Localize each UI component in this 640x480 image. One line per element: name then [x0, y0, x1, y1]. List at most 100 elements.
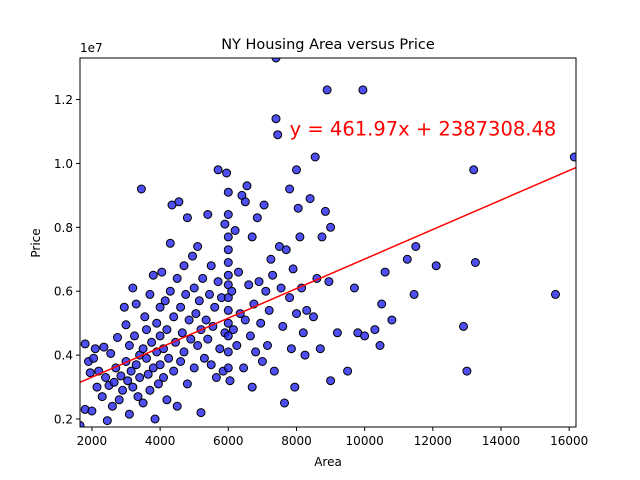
data-point — [293, 203, 303, 213]
data-point — [242, 181, 252, 191]
data-point — [179, 347, 189, 357]
data-point — [114, 395, 124, 405]
regression-equation: y = 461.97x + 2387308.48 — [290, 117, 557, 140]
data-point — [162, 395, 172, 405]
data-point — [222, 168, 232, 178]
data-point — [210, 302, 220, 312]
data-point — [462, 366, 472, 376]
data-point — [140, 312, 150, 322]
data-point — [131, 299, 141, 309]
data-point — [286, 344, 296, 354]
data-point — [264, 305, 274, 315]
data-point — [271, 114, 281, 124]
data-point — [360, 331, 370, 341]
data-point — [160, 296, 170, 306]
data-point — [138, 398, 148, 408]
data-point — [309, 312, 318, 322]
data-point — [145, 289, 155, 299]
y-tick-label: 0.8 — [54, 221, 73, 235]
data-point — [124, 409, 134, 419]
data-point — [198, 273, 208, 283]
data-point — [240, 197, 250, 207]
plot-frame — [79, 57, 577, 428]
data-point — [411, 242, 421, 251]
data-point — [223, 331, 233, 341]
data-point — [176, 357, 186, 366]
data-point — [176, 302, 186, 312]
data-point — [123, 376, 133, 386]
x-tick-label: 2000 — [77, 434, 108, 448]
data-point — [189, 283, 199, 293]
data-point — [113, 333, 122, 342]
x-tick-label: 6000 — [213, 434, 244, 448]
data-point — [193, 242, 203, 251]
data-point — [205, 289, 214, 299]
data-point — [107, 401, 117, 411]
data-point — [469, 165, 479, 175]
data-point — [244, 280, 254, 290]
data-point — [268, 270, 278, 280]
data-point — [223, 187, 233, 197]
x-tick-label: 12000 — [414, 434, 452, 448]
data-point — [85, 368, 95, 378]
data-point — [292, 309, 301, 319]
data-point — [239, 363, 249, 373]
data-point — [409, 289, 419, 299]
data-point — [358, 85, 368, 95]
scatter-points — [80, 58, 576, 427]
data-point — [152, 318, 162, 328]
data-point — [89, 353, 99, 363]
data-point — [310, 152, 320, 162]
data-point — [165, 286, 175, 296]
data-point — [172, 273, 182, 283]
data-point — [99, 342, 109, 352]
data-point — [155, 360, 165, 370]
data-point — [295, 232, 305, 242]
x-axis-label: Area — [314, 455, 342, 469]
y-tick-label: 1.0 — [54, 157, 73, 171]
data-point — [109, 377, 119, 387]
data-point — [194, 296, 204, 306]
data-point — [459, 321, 468, 331]
x-tick-label: 14000 — [482, 434, 520, 448]
data-point — [431, 261, 441, 271]
data-point — [148, 270, 158, 280]
data-point — [121, 320, 131, 330]
data-point — [240, 315, 250, 325]
data-point — [228, 325, 238, 335]
chart-title: NY Housing Area versus Price — [221, 37, 435, 53]
data-point — [263, 341, 272, 350]
data-point — [181, 289, 191, 299]
data-point — [317, 232, 327, 242]
data-point — [230, 226, 240, 235]
data-point — [130, 331, 139, 341]
data-point — [292, 165, 301, 175]
data-point — [135, 373, 145, 382]
y-axis-label: Price — [29, 228, 43, 257]
data-point — [90, 344, 100, 354]
data-point — [169, 366, 179, 376]
x-tick-label: 16000 — [550, 434, 588, 448]
data-point — [326, 222, 336, 232]
data-point — [182, 213, 192, 223]
data-point — [138, 344, 148, 354]
data-point — [193, 341, 203, 350]
x-tick-label: 10000 — [346, 434, 384, 448]
data-point — [153, 379, 163, 389]
data-point — [80, 339, 90, 349]
data-point — [298, 328, 308, 338]
data-point — [143, 369, 153, 379]
data-point — [128, 382, 138, 392]
data-point — [288, 264, 298, 274]
data-point — [273, 130, 283, 140]
data-point — [213, 165, 223, 175]
data-point — [315, 344, 325, 354]
x-axis-ticks: 2000 4000 6000 8000 10000 12000 14000 16000 — [77, 427, 588, 448]
data-point — [225, 376, 235, 386]
data-point — [116, 371, 126, 381]
y-tick-label: 0.4 — [54, 349, 73, 363]
data-point — [220, 219, 230, 229]
data-point — [172, 401, 182, 411]
data-point — [271, 58, 281, 63]
